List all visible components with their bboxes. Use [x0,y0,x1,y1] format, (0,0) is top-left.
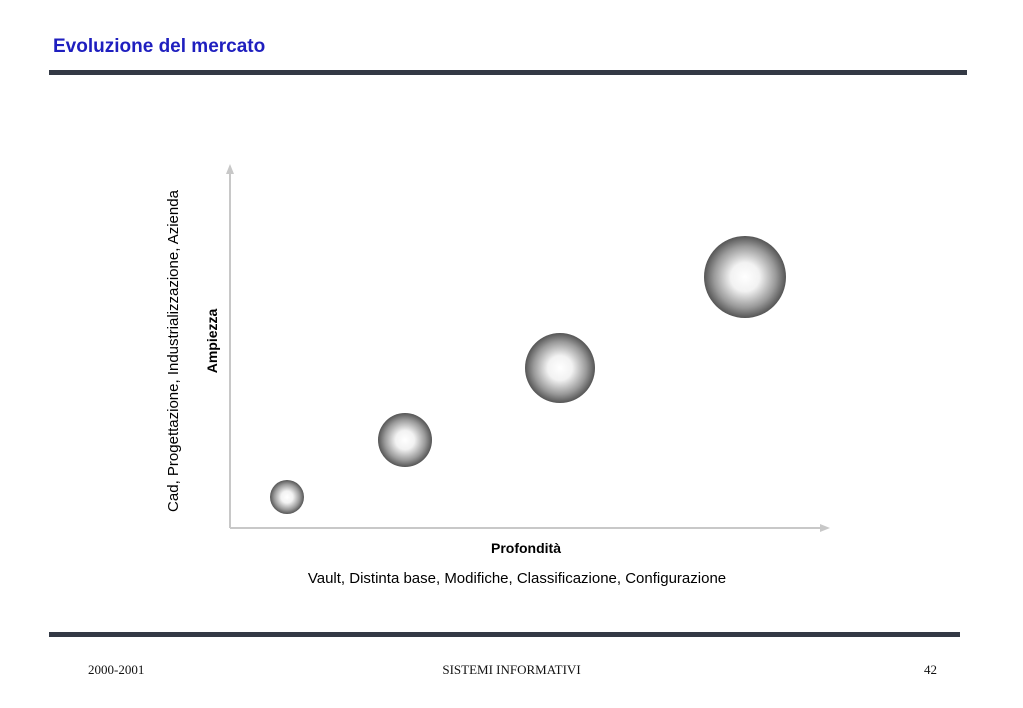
sphere-2 [378,413,432,467]
page-number: 42 [924,662,937,677]
top-divider [49,70,967,75]
bottom-divider [49,632,960,637]
sphere-3 [525,333,595,403]
sphere-4 [704,236,786,318]
slide-title: Evoluzione del mercato [53,36,266,57]
y-axis-sublabel: Cad, Progettazione, Industrializzazione,… [165,189,182,512]
footer-year: 2000-2001 [88,662,145,677]
footer-course: SISTEMI INFORMATIVI [442,662,581,677]
sphere-1 [270,480,304,514]
x-axis-sublabel: Vault, Distinta base, Modifiche, Classif… [308,570,726,587]
x-axis-label: Profondità [491,540,561,556]
x-axis-arrow [820,524,830,532]
y-axis-label: Ampiezza [204,309,220,374]
y-axis-arrow [226,164,234,174]
